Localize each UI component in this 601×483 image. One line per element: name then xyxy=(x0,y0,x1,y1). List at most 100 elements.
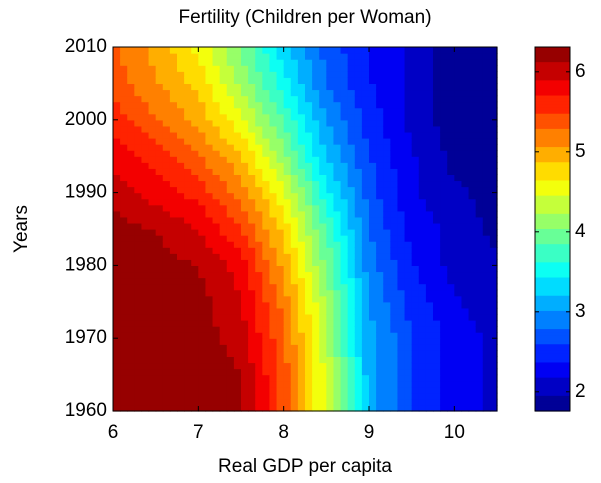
contour-patch xyxy=(276,320,285,327)
contour-patch xyxy=(226,380,235,388)
contour-patch xyxy=(347,283,356,291)
contour-patch xyxy=(404,362,413,370)
contour-patch xyxy=(262,253,271,260)
contour-patch xyxy=(312,338,320,345)
contour-patch xyxy=(305,241,313,248)
colorbar-segment xyxy=(535,56,570,60)
contour-patch xyxy=(177,338,185,345)
contour-cell xyxy=(241,301,285,339)
contour-patch xyxy=(305,380,313,388)
contour-patch xyxy=(113,222,121,230)
contour-patch xyxy=(169,156,178,163)
contour-cell xyxy=(155,265,199,303)
contour-patch xyxy=(262,398,271,406)
contour-patch xyxy=(347,210,356,218)
contour-patch xyxy=(425,77,434,84)
contour-patch xyxy=(305,368,313,376)
contour-patch xyxy=(447,313,455,321)
contour-patch xyxy=(241,380,249,388)
contour-patch xyxy=(390,131,399,139)
contour-patch xyxy=(475,192,484,200)
contour-patch xyxy=(433,229,441,236)
contour-patch xyxy=(482,222,491,230)
contour-patch xyxy=(262,283,271,291)
contour-patch xyxy=(169,253,178,260)
contour-patch xyxy=(162,229,171,236)
contour-patch xyxy=(397,83,406,91)
contour-patch xyxy=(162,332,171,339)
contour-patch xyxy=(475,247,484,254)
contour-patch xyxy=(262,313,271,321)
contour-patch xyxy=(347,386,356,394)
contour-patch xyxy=(184,59,192,66)
contour-patch xyxy=(148,320,157,327)
contour-patch xyxy=(326,289,335,297)
contour-patch xyxy=(127,362,135,370)
contour-patch xyxy=(276,131,285,139)
contour-patch xyxy=(269,47,278,54)
contour-patch xyxy=(226,210,235,218)
contour-patch xyxy=(233,174,242,182)
contour-patch xyxy=(454,71,463,78)
contour-patch xyxy=(205,210,214,218)
contour-patch xyxy=(283,259,292,266)
contour-patch xyxy=(191,326,199,333)
contour-patch xyxy=(233,53,242,60)
contour-patch xyxy=(397,338,406,345)
contour-patch xyxy=(383,198,391,206)
contour-patch xyxy=(297,89,306,97)
contour-patch xyxy=(226,150,235,157)
contour-patch xyxy=(390,162,399,169)
contour-patch xyxy=(425,186,434,194)
contour-patch xyxy=(418,356,427,364)
contour-patch xyxy=(177,210,185,218)
contour-patch xyxy=(454,356,463,364)
contour-patch xyxy=(433,89,441,97)
contour-patch xyxy=(148,150,157,157)
contour-patch xyxy=(226,174,235,182)
contour-patch xyxy=(468,344,477,351)
contour-patch xyxy=(113,186,121,194)
contour-patch xyxy=(390,168,399,175)
contour-patch xyxy=(418,392,427,400)
contour-patch xyxy=(219,283,228,291)
contour-patch xyxy=(383,283,391,291)
contour-patch xyxy=(177,332,185,339)
contour-patch xyxy=(148,313,157,321)
contour-patch xyxy=(169,398,178,406)
contour-patch xyxy=(369,138,377,145)
contour-patch xyxy=(113,241,121,248)
contour-patch xyxy=(333,380,342,388)
contour-patch xyxy=(383,144,391,151)
contour-patch xyxy=(169,198,178,206)
contour-patch xyxy=(347,247,356,254)
contour-patch xyxy=(425,131,434,139)
contour-patch xyxy=(297,265,306,273)
contour-patch xyxy=(482,174,491,182)
contour-patch xyxy=(290,253,299,260)
contour-patch xyxy=(390,271,399,279)
contour-patch xyxy=(404,380,413,388)
contour-patch xyxy=(241,210,249,218)
contour-patch xyxy=(184,404,192,412)
contour-patch xyxy=(354,53,363,60)
contour-patch xyxy=(333,332,342,339)
contour-cell xyxy=(326,301,370,339)
contour-patch xyxy=(191,283,199,291)
contour-patch xyxy=(347,301,356,309)
contour-patch xyxy=(411,125,420,133)
contour-patch xyxy=(397,77,406,84)
contour-patch xyxy=(127,101,135,109)
contour-patch xyxy=(312,241,320,248)
contour-patch xyxy=(397,356,406,364)
contour-patch xyxy=(340,95,349,103)
contour-patch xyxy=(148,368,157,376)
contour-patch xyxy=(134,313,143,321)
contour-patch xyxy=(162,374,171,382)
contour-patch xyxy=(241,192,249,200)
colorbar-segment xyxy=(535,341,570,345)
contour-patch xyxy=(297,150,306,157)
contour-patch xyxy=(212,277,221,285)
contour-patch xyxy=(433,368,441,376)
contour-patch xyxy=(333,241,342,248)
